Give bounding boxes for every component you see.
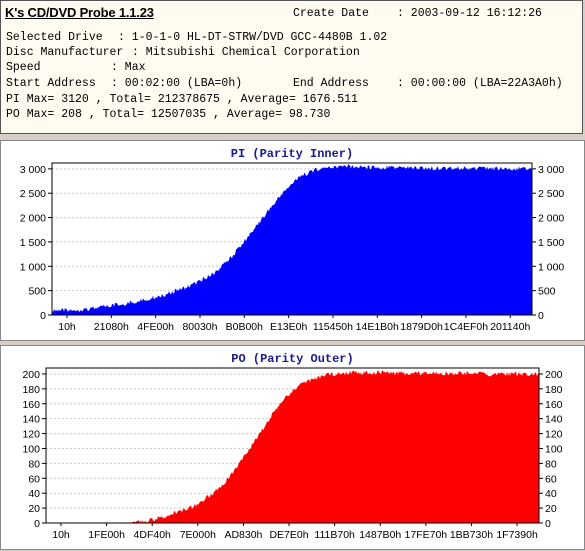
- data-series-area: [52, 164, 532, 315]
- x-tick-label: 10h: [52, 529, 70, 541]
- pi-chart-panel: PI (Parity Inner) 0 0 500 500 1 000 1 000 1 500…: [0, 140, 585, 341]
- y-tick-label-right: 200: [545, 369, 563, 381]
- y-tick-label: 0: [34, 518, 40, 530]
- end-address-label: End Address: [293, 77, 369, 90]
- x-tick-label: 21080h: [94, 321, 129, 333]
- y-tick-label-right: 20: [545, 503, 557, 515]
- y-tick-label: 20: [28, 503, 40, 515]
- y-tick-label-right: 160: [545, 399, 563, 411]
- y-tick-label-right: 120: [545, 429, 563, 441]
- y-tick-label-right: 40: [545, 488, 557, 500]
- po-summary: PO Max= 208 , Total= 12507035 , Average=…: [6, 108, 331, 121]
- po-chart: PO (Parity Outer) 0 0 20 20 40 40 60 60 80 80 100 10…: [22, 352, 563, 541]
- x-tick-label: 1C4EF0h: [444, 321, 489, 333]
- create-date-value: : 2003-09-12 16:12:26: [397, 7, 542, 20]
- y-tick-label: 500: [28, 286, 46, 298]
- plot-frame: [45, 367, 540, 524]
- x-tick-label: 4FE00h: [137, 321, 174, 333]
- x-tick-label: E13E0h: [270, 321, 308, 333]
- y-tick-label-right: 2 000: [538, 213, 564, 225]
- y-tick-label: 200: [22, 369, 40, 381]
- y-tick-label: 1 500: [20, 237, 46, 249]
- selected-drive-value: : 1-0-1-0 HL-DT-STRW/DVD GCC-4480B 1.02: [118, 31, 388, 44]
- y-tick-label: 1 000: [20, 261, 46, 273]
- x-tick-label: 80030h: [182, 321, 217, 333]
- info-panel: K's CD/DVD Probe 1.1.23 Create Date : 20…: [0, 0, 583, 134]
- y-tick-label-right: 100: [545, 443, 563, 455]
- x-tick-label: 111B70h: [314, 529, 355, 541]
- y-tick-label: 2 000: [20, 213, 46, 225]
- x-tick-label: 14E1B0h: [356, 321, 399, 333]
- y-tick-label: 2 500: [20, 188, 46, 200]
- x-tick-label: 1487B0h: [359, 529, 401, 541]
- x-tick-label: 4DF40h: [134, 529, 172, 541]
- y-tick-label: 120: [22, 429, 40, 441]
- start-address-label: Start Address: [6, 77, 96, 90]
- x-tick-label: B0B00h: [226, 321, 264, 333]
- y-tick-label: 140: [22, 414, 40, 426]
- speed-label: Speed: [6, 61, 41, 74]
- disc-manufacturer-value: : Mitsubishi Chemical Corporation: [132, 46, 360, 59]
- y-tick-label: 40: [28, 488, 40, 500]
- x-tick-label: 1FE00h: [88, 529, 125, 541]
- create-date-label: Create Date: [293, 7, 369, 20]
- pi-chart: PI (Parity Inner) 0 0 500 500 1 000 1 000 1 500…: [20, 147, 565, 333]
- y-tick-label: 180: [22, 384, 40, 396]
- y-tick-label: 160: [22, 399, 40, 411]
- start-address-value: : 00:02:00 (LBA=0h): [111, 77, 243, 90]
- y-tick-label-right: 140: [545, 414, 563, 426]
- disc-manufacturer-label: Disc Manufacturer: [6, 46, 124, 59]
- y-tick-label-right: 0: [538, 310, 544, 322]
- y-tick-label: 100: [22, 443, 40, 455]
- y-tick-label: 80: [28, 458, 40, 470]
- selected-drive-label: Selected Drive: [6, 31, 103, 44]
- y-tick-label-right: 500: [538, 286, 556, 298]
- y-tick-label: 0: [40, 310, 46, 322]
- x-tick-label: 1BB730h: [450, 529, 493, 541]
- chart-title: PI (Parity Inner): [231, 147, 353, 161]
- data-series-area: [46, 370, 539, 523]
- x-tick-label: 10h: [58, 321, 76, 333]
- po-chart-panel: PO (Parity Outer) 0 0 20 20 40 40 60 60 80 80 100 10…: [0, 345, 585, 550]
- y-tick-label-right: 1 500: [538, 237, 564, 249]
- y-tick-label: 60: [28, 473, 40, 485]
- y-tick-label-right: 180: [545, 384, 563, 396]
- y-tick-label-right: 60: [545, 473, 557, 485]
- app-title: K's CD/DVD Probe 1.1.23: [5, 5, 154, 20]
- x-tick-label: AD830h: [224, 529, 262, 541]
- x-tick-label: DE7E0h: [269, 529, 308, 541]
- plot-frame: [51, 162, 533, 316]
- x-tick-label: 115450h: [313, 321, 353, 333]
- end-address-value: : 00:00:00 (LBA=22A3A0h): [397, 77, 563, 90]
- y-tick-label-right: 1 000: [538, 261, 564, 273]
- y-tick-label-right: 3 000: [538, 164, 564, 176]
- y-tick-label: 3 000: [20, 164, 46, 176]
- x-tick-label: 17FE70h: [405, 529, 448, 541]
- x-tick-label: 7E000h: [180, 529, 216, 541]
- x-tick-label: 1F7390h: [496, 529, 538, 541]
- x-tick-label: 201140h: [490, 321, 530, 333]
- pi-summary: PI Max= 3120 , Total= 212378675 , Averag…: [6, 93, 358, 106]
- x-tick-label: 1879D0h: [400, 321, 443, 333]
- y-tick-label-right: 0: [545, 518, 551, 530]
- chart-title: PO (Parity Outer): [231, 352, 353, 366]
- y-tick-label-right: 80: [545, 458, 557, 470]
- speed-value: : Max: [111, 61, 146, 74]
- y-tick-label-right: 2 500: [538, 188, 564, 200]
